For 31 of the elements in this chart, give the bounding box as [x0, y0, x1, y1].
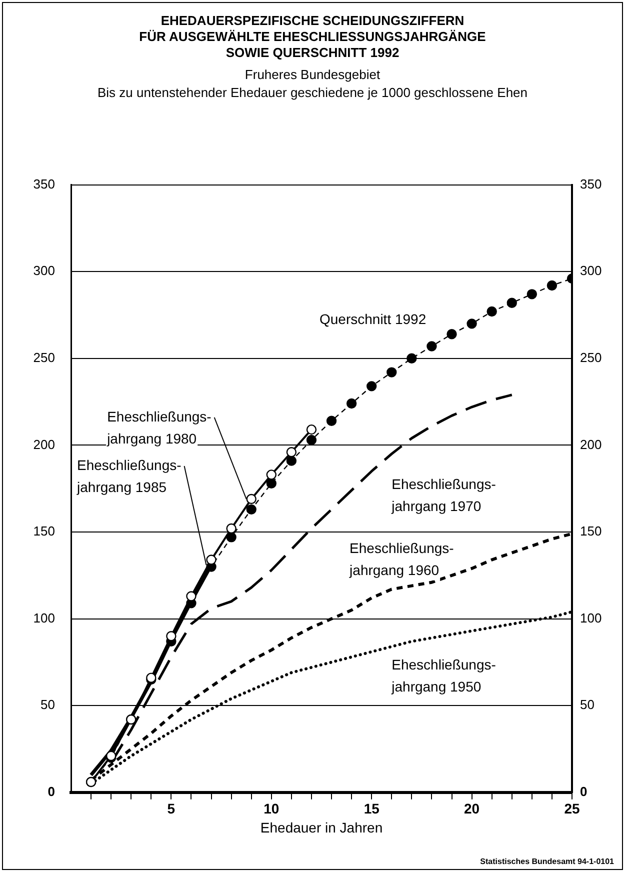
- x-tick-label: 15: [364, 800, 380, 817]
- text: Statistisches Bundesamt 94-1-0101: [480, 857, 614, 866]
- x-tick-label: 10: [264, 800, 280, 817]
- y2-tick-label: 100: [580, 610, 602, 626]
- series-label: Eheschließungs- jahrgang 1960: [348, 540, 454, 578]
- y2-tick-label: 50: [580, 697, 594, 712]
- x-tick-label: 25: [564, 800, 580, 817]
- y2-tick-label: 350: [580, 176, 602, 192]
- chart-subtitle: Fruheres Bundesgebiet Bis zu untenstehender Ehedauer geschiedene je 1000 geschlossene Ehen: [96, 66, 529, 102]
- text: Eheschließungs- jahrgang 1985: [76, 456, 182, 495]
- y-tick-label: 250: [33, 350, 55, 365]
- y-tick-label: 50: [40, 697, 55, 712]
- y-tick-label: 0: [48, 784, 55, 799]
- y-tick-label: 100: [33, 610, 55, 626]
- y-tick-label: 300: [33, 263, 55, 278]
- y-tick-label: 350: [33, 176, 55, 192]
- x-tick-label: 5: [167, 800, 176, 817]
- text: Eheschließungs- jahrgang 1980: [106, 408, 212, 446]
- y-tick-label: 150: [33, 524, 55, 539]
- x-tick-label: 20: [464, 800, 480, 817]
- series-label: Eheschließungs- jahrgang 1970: [390, 476, 496, 514]
- y2-tick-label: 300: [580, 263, 602, 278]
- series-label: Eheschließungs- jahrgang 1950: [390, 656, 496, 695]
- x-axis-title: Ehedauer in Jahren: [260, 819, 383, 836]
- y-tick-label: 200: [33, 436, 55, 452]
- y2-tick-label: 150: [580, 524, 602, 539]
- y2-tick-label: 0: [580, 784, 588, 799]
- y2-tick-label: 200: [580, 436, 602, 452]
- y2-tick-label: 250: [580, 350, 602, 365]
- series-label: Querschnitt 1992: [319, 311, 426, 328]
- chart-title: EHEDAUERSPEZIFISCHE SCHEIDUNGSZIFFERN FÜR AUSGEWÄHLTE EHESCHLIESSUNGSJAHRGÄNGE SOWIE QUERSCHNITT 1992: [138, 13, 487, 61]
